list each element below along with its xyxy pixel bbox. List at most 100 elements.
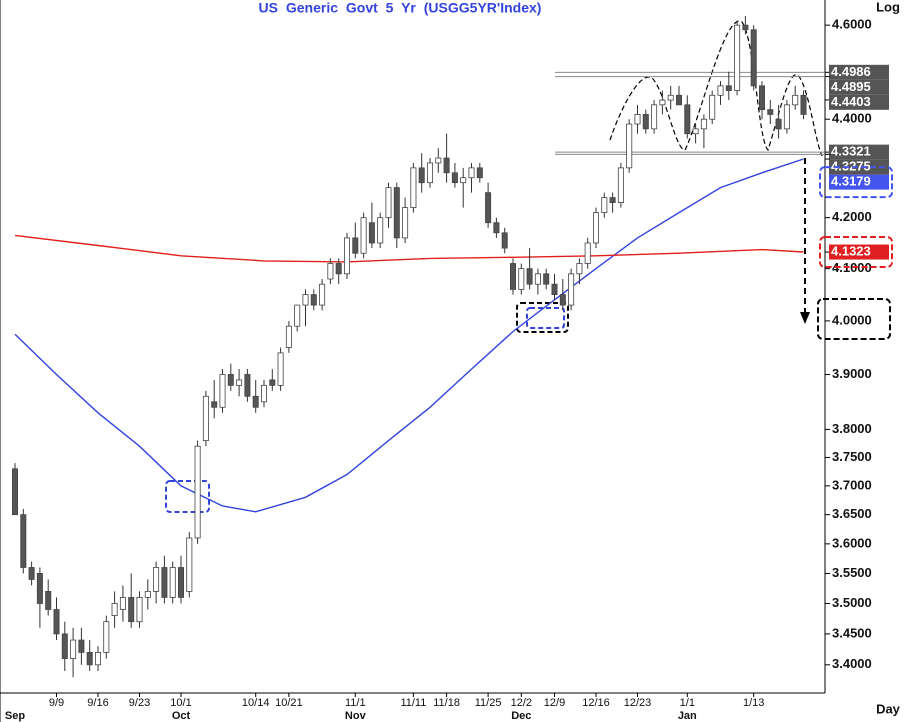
candle-body bbox=[244, 374, 251, 397]
candle-body bbox=[609, 197, 616, 203]
candle-body bbox=[534, 273, 541, 285]
candle-body bbox=[709, 94, 716, 120]
x-tick-label: 12/23 bbox=[624, 697, 652, 709]
candle-body bbox=[734, 24, 741, 91]
candle-body bbox=[61, 633, 68, 659]
candle-body bbox=[95, 651, 102, 666]
candle-body bbox=[576, 263, 583, 275]
candle-body bbox=[368, 222, 375, 244]
level-outline bbox=[819, 236, 893, 269]
candle-body bbox=[352, 237, 359, 254]
candle-body bbox=[269, 379, 276, 386]
x-tick-label: 9/23 bbox=[129, 697, 150, 709]
candle-body bbox=[319, 283, 326, 306]
candle-body bbox=[211, 401, 218, 408]
level-outline bbox=[819, 166, 893, 199]
candle-body bbox=[128, 597, 135, 623]
level-label: 4.4403 bbox=[831, 94, 871, 109]
level-label: 4.4895 bbox=[831, 79, 871, 94]
candle-body bbox=[20, 514, 27, 568]
candle-body bbox=[526, 268, 533, 285]
candle-body bbox=[717, 85, 724, 96]
candle-body bbox=[402, 207, 409, 239]
candle-body bbox=[634, 114, 641, 125]
candle-body bbox=[468, 167, 475, 179]
y-tick-label: 3.9000 bbox=[832, 366, 872, 381]
y-tick-label: 3.5500 bbox=[832, 565, 872, 580]
candle-body bbox=[111, 603, 118, 616]
candle-body bbox=[136, 597, 143, 623]
month-label: Sep bbox=[5, 710, 25, 722]
candle-body bbox=[393, 187, 400, 239]
month-label: Oct bbox=[172, 710, 191, 722]
level-label-bg bbox=[829, 174, 889, 190]
moving-average bbox=[14, 158, 804, 513]
x-tick-label: 1/1 bbox=[680, 697, 695, 709]
level-label: 4.4986 bbox=[831, 64, 871, 79]
candle-body bbox=[783, 104, 790, 130]
y-tick-label: 3.5000 bbox=[832, 595, 872, 610]
month-label: Jan bbox=[678, 710, 697, 722]
y-tick-label: 3.7000 bbox=[832, 477, 872, 492]
x-tick-label: 10/1 bbox=[170, 697, 191, 709]
x-tick-label: 9/16 bbox=[87, 697, 108, 709]
candle-body bbox=[767, 109, 774, 115]
candle-body bbox=[518, 268, 525, 290]
level-label-bg bbox=[829, 64, 889, 80]
arrow-head bbox=[800, 312, 810, 324]
level-label-bg bbox=[829, 79, 889, 95]
candle-body bbox=[443, 157, 450, 174]
candle-body bbox=[659, 99, 666, 106]
month-label: Nov bbox=[345, 710, 367, 722]
candle-body bbox=[667, 94, 674, 101]
candle-body bbox=[169, 567, 176, 598]
candle-body bbox=[501, 232, 508, 249]
candle-body bbox=[700, 118, 707, 130]
candle-body bbox=[202, 395, 209, 442]
level-label: 4.3275 bbox=[831, 159, 871, 174]
x-tick-label: 10/14 bbox=[242, 697, 270, 709]
y-tick-label: 3.4500 bbox=[832, 625, 872, 640]
candle-body bbox=[70, 639, 77, 659]
level-label: 4.3179 bbox=[831, 174, 871, 189]
level-label: 4.1323 bbox=[831, 243, 871, 258]
candle-body bbox=[568, 273, 575, 306]
touch-highlight-inner bbox=[526, 307, 565, 329]
candle-body bbox=[377, 217, 384, 244]
x-tick-label: 11/1 bbox=[345, 697, 366, 709]
candle-body bbox=[277, 352, 284, 386]
x-tick-label: 9/9 bbox=[49, 697, 64, 709]
candle-body bbox=[418, 167, 425, 184]
y-tick-label: 3.4000 bbox=[832, 656, 872, 671]
candle-body bbox=[800, 94, 807, 115]
candle-body bbox=[759, 85, 766, 111]
x-axis-label: Day bbox=[876, 701, 901, 716]
candle-body bbox=[360, 217, 367, 254]
candle-body bbox=[559, 294, 566, 306]
touch-highlight bbox=[516, 302, 569, 333]
candle-body bbox=[509, 263, 516, 290]
candle-body bbox=[584, 242, 591, 264]
candle-body bbox=[692, 128, 699, 135]
candle-body bbox=[725, 85, 732, 91]
candle-body bbox=[750, 29, 757, 87]
candle-body bbox=[551, 283, 558, 296]
candle-body bbox=[593, 212, 600, 244]
candle-body bbox=[485, 192, 492, 224]
candle-body bbox=[86, 651, 93, 666]
candle-body bbox=[45, 591, 52, 610]
y-tick-label: 3.6500 bbox=[832, 506, 872, 521]
candle-body bbox=[285, 325, 292, 348]
candle-body bbox=[742, 24, 749, 31]
candle-body bbox=[626, 123, 633, 169]
x-tick-label: 10/21 bbox=[275, 697, 303, 709]
candle-body bbox=[617, 167, 624, 203]
candle-body bbox=[335, 263, 342, 275]
moving-average bbox=[14, 234, 804, 263]
x-tick-label: 1/13 bbox=[743, 697, 764, 709]
y-tick-label: 4.6000 bbox=[832, 17, 872, 32]
candle-body bbox=[260, 384, 267, 403]
candle-body bbox=[219, 374, 226, 408]
candle-body bbox=[476, 167, 483, 179]
